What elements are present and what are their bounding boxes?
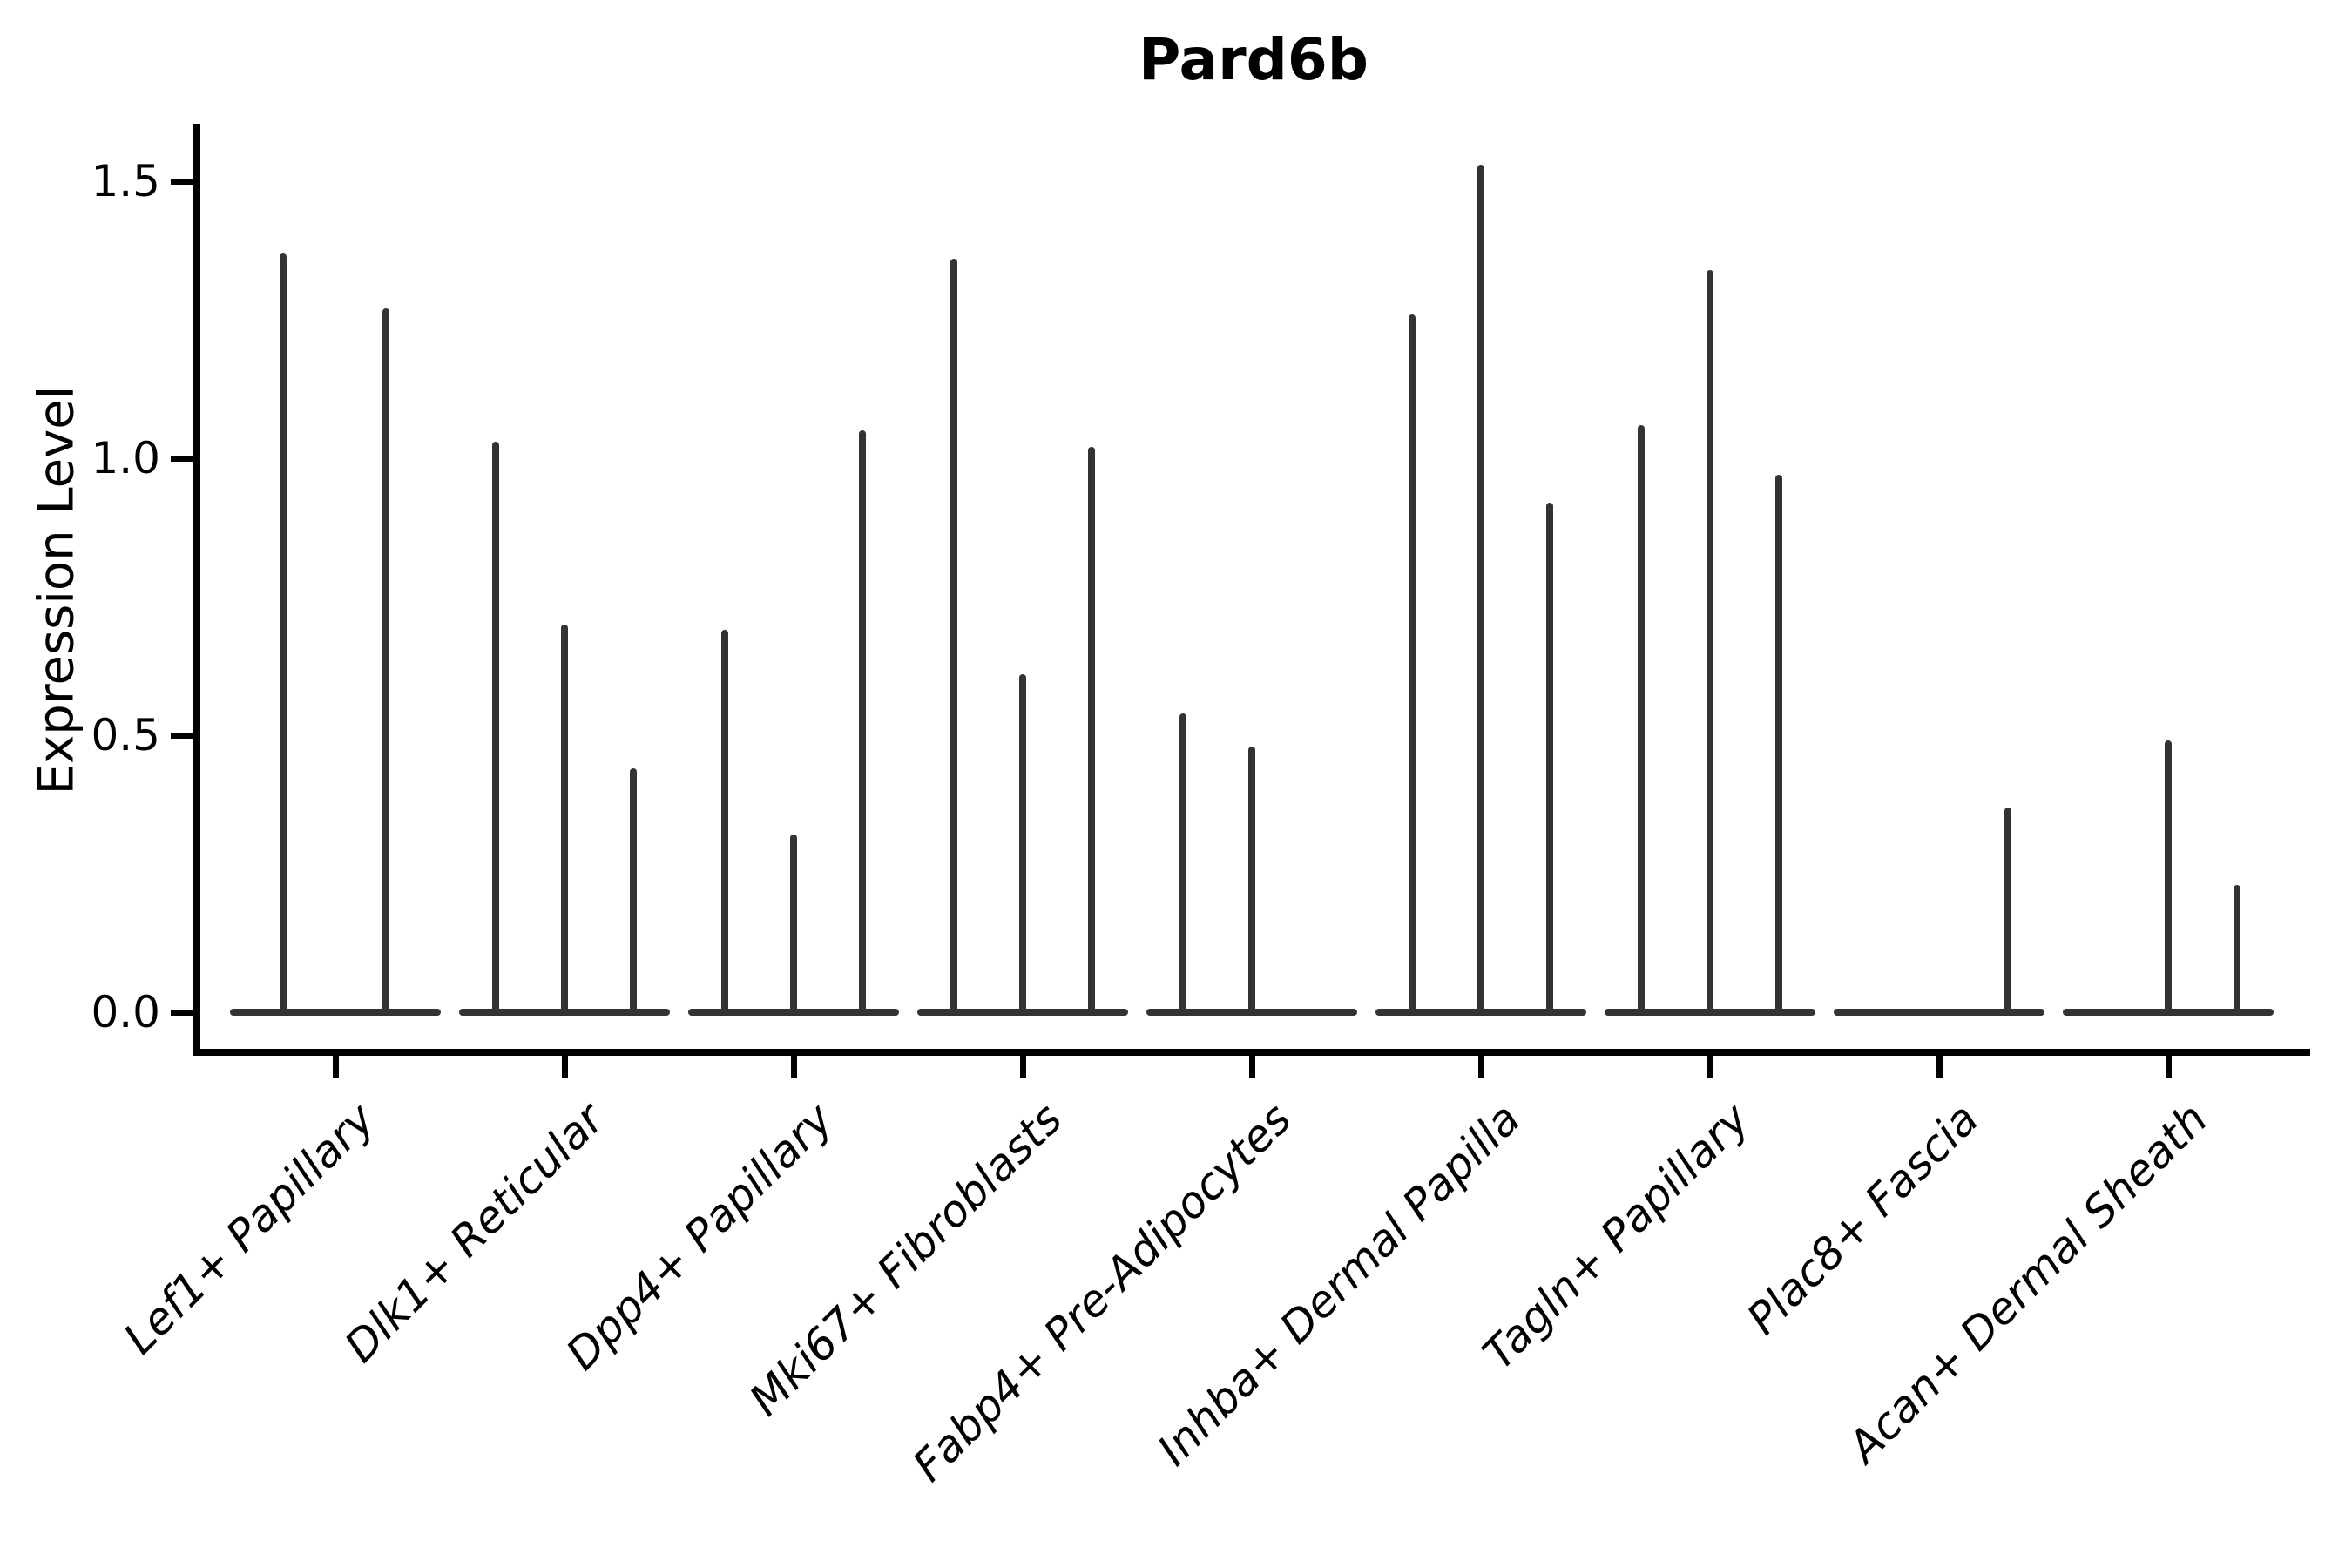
violin-baseline — [459, 1009, 670, 1016]
x-tick-label: Plac8+ Fascia — [1737, 1093, 1989, 1345]
violin-spike — [630, 768, 637, 1012]
violin-spike — [492, 441, 499, 1012]
violin-spike — [2004, 807, 2011, 1012]
violin-baseline — [1375, 1009, 1586, 1016]
y-tick — [171, 178, 197, 185]
violin-spike — [561, 624, 568, 1012]
violin-spike — [1088, 447, 1095, 1012]
y-axis-label: Expression Level — [28, 385, 85, 795]
violin-spike — [1707, 269, 1713, 1012]
violin-spike — [1546, 502, 1553, 1012]
violin-spike — [1248, 746, 1255, 1012]
y-tick — [171, 1009, 197, 1016]
x-tick — [1019, 1056, 1026, 1078]
x-tick — [2165, 1056, 2172, 1078]
x-tick — [790, 1056, 797, 1078]
y-tick-label: 0.5 — [91, 710, 160, 760]
y-tick-label: 1.0 — [91, 433, 160, 483]
violin-spike — [280, 253, 287, 1012]
violin-spike — [790, 835, 797, 1012]
violin-spike — [1775, 475, 1782, 1012]
x-axis-spine — [193, 1049, 2310, 1056]
violin-spike — [950, 259, 957, 1012]
violin-spike — [859, 430, 866, 1012]
x-tick — [1936, 1056, 1943, 1078]
violin-spike — [382, 308, 389, 1012]
y-tick — [171, 455, 197, 462]
plot-title: Pard6b — [1138, 26, 1369, 93]
violin-spike — [2234, 884, 2240, 1012]
violin-spike — [1019, 674, 1026, 1012]
violin-spike — [1179, 713, 1186, 1012]
violin-baseline — [1146, 1009, 1357, 1016]
violin-baseline — [1605, 1009, 1815, 1016]
violin-spike — [1409, 314, 1416, 1012]
violin-spike — [1477, 164, 1484, 1012]
violin-spike — [2165, 740, 2172, 1012]
x-tick — [1477, 1056, 1484, 1078]
violin-baseline — [688, 1009, 899, 1016]
y-tick-label: 0.0 — [91, 987, 160, 1037]
violin-baseline — [2063, 1009, 2274, 1016]
x-tick — [561, 1056, 568, 1078]
x-tick — [1248, 1056, 1255, 1078]
x-tick-label: Fabp4+ Pre-Adipocytes — [902, 1093, 1301, 1491]
y-tick — [171, 732, 197, 739]
y-tick-label: 1.5 — [91, 156, 160, 206]
violin-baseline — [1834, 1009, 2044, 1016]
violin-baseline — [917, 1009, 1128, 1016]
x-tick — [1707, 1056, 1713, 1078]
violin-baseline — [230, 1009, 441, 1016]
x-tick — [332, 1056, 339, 1078]
violin-spike — [1638, 424, 1645, 1012]
y-axis-spine — [193, 124, 200, 1055]
violin-spike — [721, 630, 728, 1012]
x-tick-label: Lef1+ Papillary — [114, 1093, 385, 1364]
